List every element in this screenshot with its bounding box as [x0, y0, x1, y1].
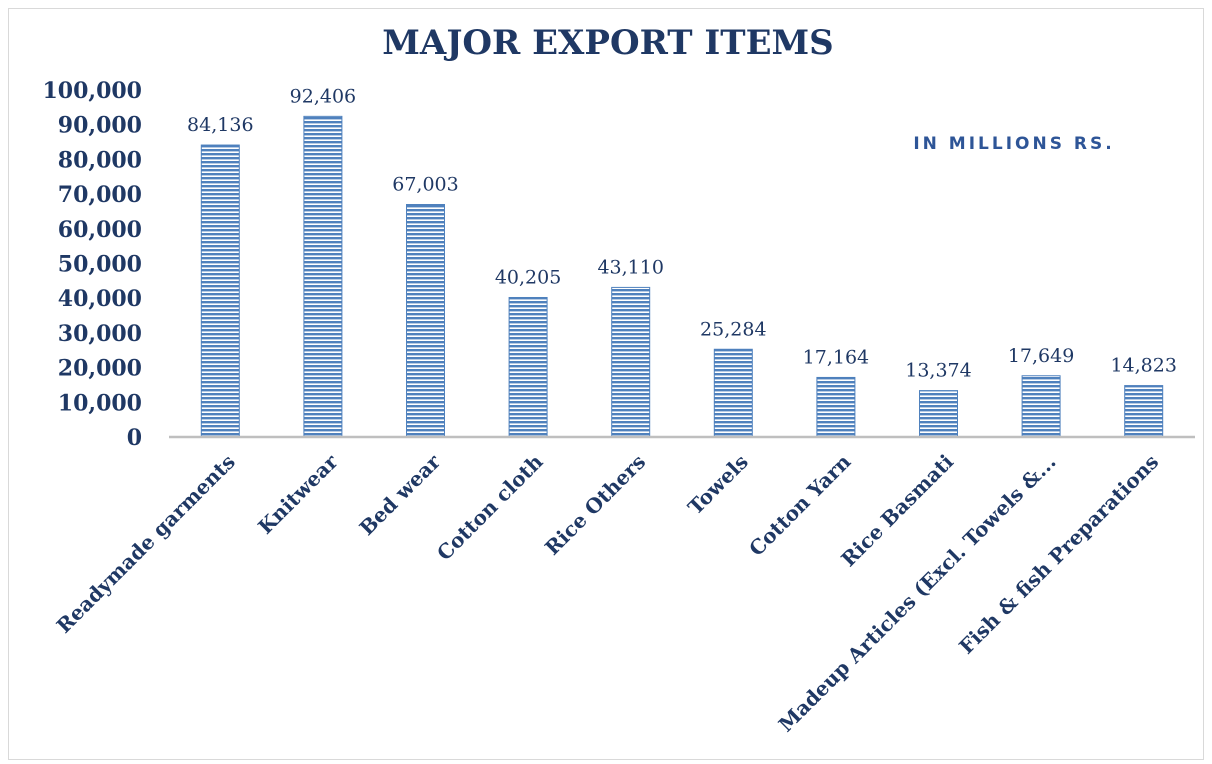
bar	[200, 144, 240, 438]
x-tick-label: Readymade garments	[52, 450, 240, 638]
chart-title: MAJOR EXPORT ITEMS	[382, 23, 833, 63]
bar	[816, 376, 856, 438]
data-label: 43,110	[597, 256, 663, 278]
data-label: 84,136	[187, 114, 253, 136]
x-tick-label: Knitwear	[253, 449, 343, 539]
y-tick-label: 10,000	[58, 390, 142, 416]
bar	[713, 348, 753, 438]
bars-group	[200, 115, 1164, 438]
bar	[1021, 375, 1061, 438]
data-label: 92,406	[290, 85, 356, 107]
data-labels-group: 84,136 92,406 67,003 40,205 43,110 25,284 17,1…	[187, 85, 1177, 381]
data-label: 14,823	[1110, 355, 1176, 377]
y-tick-label: 70,000	[58, 182, 142, 208]
bar	[406, 203, 445, 438]
data-label: 17,164	[803, 346, 869, 368]
x-tick-label: Towels	[683, 450, 753, 520]
y-tick-label: 30,000	[58, 321, 142, 347]
x-tick-label: Cotton cloth	[432, 449, 548, 565]
bar	[508, 296, 548, 438]
x-tick-label: Fish & fish Preparations	[954, 450, 1163, 659]
y-tick-label: 60,000	[58, 217, 142, 243]
data-label: 25,284	[700, 318, 766, 340]
y-tick-label: 40,000	[58, 286, 142, 312]
x-tick-label: Cotton Yarn	[744, 449, 856, 561]
y-tick-label: 80,000	[58, 147, 142, 173]
bar	[1124, 385, 1164, 438]
bar	[919, 390, 958, 438]
bar-chart: MAJOR EXPORT ITEMS IN MILLIONS RS. 0 10,0…	[42, 23, 1195, 737]
x-axis: Readymade garments Knitwear Bed wearCotton…	[52, 435, 1195, 737]
y-tick-label: 50,000	[58, 252, 142, 278]
x-tick-label: Bed wear	[355, 449, 446, 540]
data-label: 40,205	[495, 266, 561, 288]
data-label: 17,649	[1008, 345, 1074, 367]
y-tick-label: 100,000	[42, 78, 142, 104]
bar	[611, 286, 651, 438]
y-axis: 0 10,000 20,000 30,000 40,000 50,000 60,000 70,…	[42, 78, 142, 451]
data-label: 67,003	[392, 173, 458, 195]
y-tick-label: 20,000	[58, 356, 142, 382]
y-tick-label: 0	[127, 425, 142, 451]
x-tick-label: Rice Others	[540, 450, 650, 560]
data-label: 13,374	[905, 360, 971, 382]
bar	[303, 115, 343, 438]
chart-frame: MAJOR EXPORT ITEMS IN MILLIONS RS. 0 10,0…	[8, 8, 1204, 760]
y-tick-label: 90,000	[58, 113, 142, 139]
unit-note: IN MILLIONS RS.	[913, 134, 1114, 154]
